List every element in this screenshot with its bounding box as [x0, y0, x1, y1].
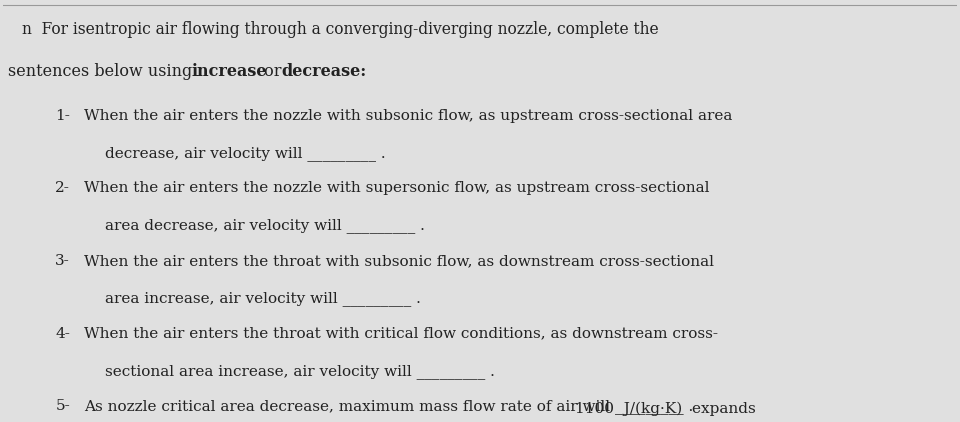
Text: or: or — [258, 63, 286, 80]
Text: 2-: 2- — [56, 181, 70, 195]
Text: When the air enters the nozzle with supersonic flow, as upstream cross-sectional: When the air enters the nozzle with supe… — [84, 181, 709, 195]
Text: When the air enters the nozzle with subsonic flow, as upstream cross-sectional a: When the air enters the nozzle with subs… — [84, 108, 732, 123]
Text: sentences below using: sentences below using — [8, 63, 197, 80]
Text: decrease:: decrease: — [281, 63, 367, 80]
Text: decrease, air velocity will _________ .: decrease, air velocity will _________ . — [105, 146, 386, 161]
Text: When the air enters the throat with subsonic flow, as downstream cross-sectional: When the air enters the throat with subs… — [84, 254, 714, 268]
Text: area increase, air velocity will _________ .: area increase, air velocity will _______… — [105, 291, 420, 306]
Text: 5-: 5- — [56, 399, 70, 413]
Text: increase: increase — [192, 63, 267, 80]
Text: 4-: 4- — [56, 327, 70, 341]
Text: As nozzle critical area decrease, maximum mass flow rate of air will _________ .: As nozzle critical area decrease, maximu… — [84, 399, 693, 414]
Text: 3-: 3- — [56, 254, 70, 268]
Text: sectional area increase, air velocity will _________ .: sectional area increase, air velocity wi… — [105, 364, 494, 379]
Text: 1-: 1- — [56, 108, 70, 123]
Text: When the air enters the throat with critical flow conditions, as downstream cros: When the air enters the throat with crit… — [84, 327, 718, 341]
Text: area decrease, air velocity will _________ .: area decrease, air velocity will _______… — [105, 219, 424, 233]
Text: 1100  J/(kg·K)  expands: 1100 J/(kg·K) expands — [575, 401, 756, 416]
Text: n  For isentropic air flowing through a converging-diverging nozzle, complete th: n For isentropic air flowing through a c… — [22, 22, 659, 38]
